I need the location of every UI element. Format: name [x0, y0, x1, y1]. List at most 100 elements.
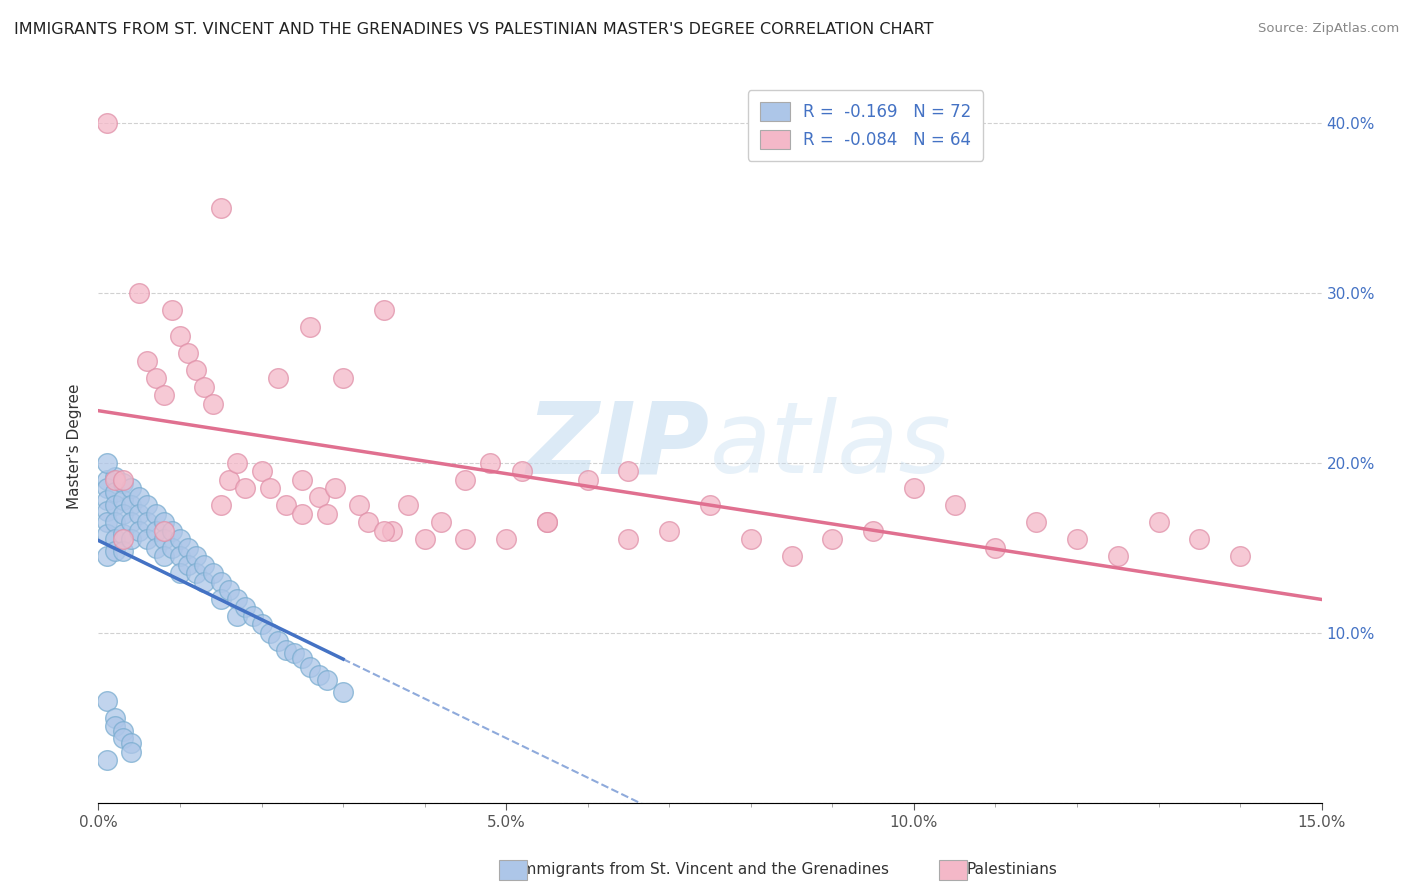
Point: [111, 731, 134, 746]
Point: [617, 465, 640, 479]
Legend: R =  -0.169   N = 72, R =  -0.084   N = 64: R = -0.169 N = 72, R = -0.084 N = 64: [748, 90, 983, 161]
Point: [96, 503, 118, 517]
Point: [903, 482, 925, 496]
Point: [209, 574, 232, 589]
Point: [136, 533, 159, 547]
Point: [145, 524, 167, 538]
Point: [291, 651, 314, 665]
Point: [152, 533, 174, 547]
Point: [169, 328, 191, 343]
Point: [226, 456, 249, 470]
Point: [1107, 549, 1129, 564]
Point: [1147, 516, 1170, 530]
Point: [193, 558, 215, 572]
Point: [209, 591, 232, 606]
Point: [96, 473, 118, 487]
Point: [169, 549, 191, 564]
Point: [160, 303, 183, 318]
Point: [136, 354, 159, 368]
Point: [186, 549, 208, 564]
Point: [111, 724, 134, 739]
Point: [1229, 549, 1251, 564]
Point: [373, 524, 395, 538]
Point: [111, 493, 134, 508]
Point: [1066, 533, 1088, 547]
Point: [96, 482, 118, 496]
Point: [152, 388, 174, 402]
Point: [104, 533, 127, 547]
Point: [512, 465, 534, 479]
Point: [169, 566, 191, 581]
Point: [315, 507, 337, 521]
Point: [576, 473, 599, 487]
Point: [111, 533, 134, 547]
Text: Source: ZipAtlas.com: Source: ZipAtlas.com: [1258, 22, 1399, 36]
Point: [120, 736, 142, 750]
Point: [218, 473, 240, 487]
Point: [177, 558, 200, 572]
Point: [152, 516, 174, 530]
Point: [356, 516, 378, 530]
Y-axis label: Master's Degree: Master's Degree: [67, 384, 83, 508]
Point: [495, 533, 517, 547]
Point: [740, 533, 762, 547]
Point: [152, 524, 174, 538]
Point: [349, 499, 371, 513]
Point: [136, 516, 159, 530]
Point: [299, 660, 322, 674]
Point: [120, 516, 142, 530]
Point: [617, 533, 640, 547]
Point: [193, 574, 215, 589]
Point: [120, 482, 142, 496]
Point: [111, 527, 134, 541]
Point: [218, 583, 240, 598]
Point: [96, 493, 118, 508]
Point: [536, 516, 558, 530]
Point: [104, 711, 127, 725]
Text: IMMIGRANTS FROM ST. VINCENT AND THE GRENADINES VS PALESTINIAN MASTER'S DEGREE CO: IMMIGRANTS FROM ST. VINCENT AND THE GREN…: [14, 22, 934, 37]
Point: [120, 533, 142, 547]
Point: [201, 566, 224, 581]
Point: [396, 499, 419, 513]
Point: [96, 549, 118, 564]
Point: [478, 456, 501, 470]
Point: [1025, 516, 1047, 530]
Text: Palestinians: Palestinians: [967, 863, 1057, 877]
Point: [658, 524, 681, 538]
Point: [299, 320, 322, 334]
Point: [233, 600, 256, 615]
Point: [152, 549, 174, 564]
Point: [315, 673, 337, 688]
Point: [308, 490, 330, 504]
Point: [250, 617, 273, 632]
Point: [226, 591, 249, 606]
Point: [699, 499, 721, 513]
Point: [177, 345, 200, 359]
Point: [201, 396, 224, 410]
Text: ZIP: ZIP: [527, 398, 710, 494]
Point: [267, 371, 290, 385]
Point: [145, 507, 167, 521]
Point: [104, 469, 127, 483]
Point: [862, 524, 884, 538]
Point: [259, 482, 281, 496]
Point: [259, 626, 281, 640]
Point: [291, 507, 314, 521]
Point: [381, 524, 404, 538]
Point: [104, 544, 127, 558]
Point: [209, 499, 232, 513]
Point: [96, 456, 118, 470]
Point: [128, 286, 150, 301]
Text: Immigrants from St. Vincent and the Grenadines: Immigrants from St. Vincent and the Gren…: [517, 863, 889, 877]
Point: [111, 507, 134, 521]
Point: [283, 646, 305, 660]
Point: [454, 473, 477, 487]
Point: [111, 473, 134, 487]
Point: [536, 516, 558, 530]
Point: [430, 516, 453, 530]
Point: [413, 533, 436, 547]
Point: [96, 527, 118, 541]
Point: [128, 490, 150, 504]
Point: [250, 465, 273, 479]
Point: [169, 533, 191, 547]
